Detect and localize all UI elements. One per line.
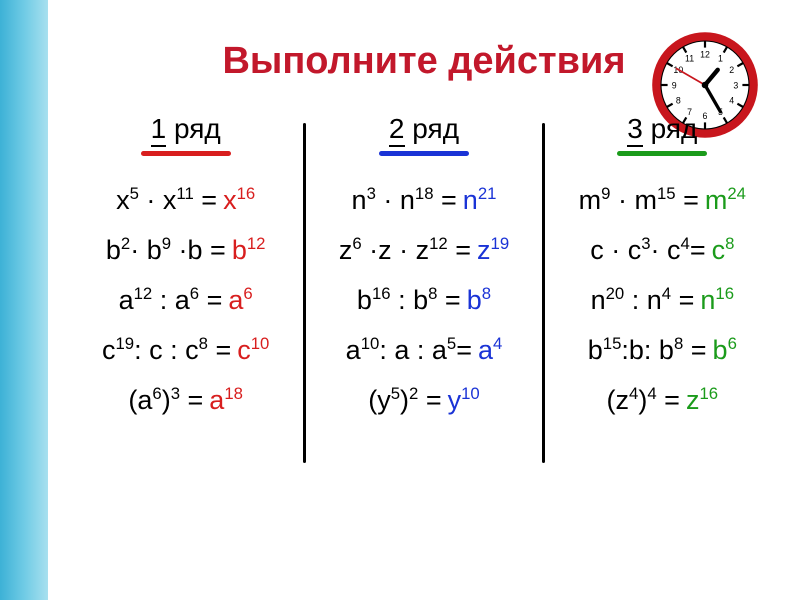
answer: b8 <box>467 284 491 316</box>
svg-text:8: 8 <box>676 96 681 106</box>
column-header: 2 ряд <box>316 113 531 145</box>
column-1: 1 ряд x5 · x11 =x16 b2· b9 ·b =b12 a12 : a6… <box>68 113 303 463</box>
answer: m24 <box>705 184 746 216</box>
expression: (y5)2 = <box>368 384 441 416</box>
expression: b15:b: b8 = <box>588 334 707 366</box>
side-stripe <box>0 0 48 600</box>
column-number: 3 <box>627 113 643 145</box>
answer: c10 <box>237 334 269 366</box>
column-number: 2 <box>389 113 405 145</box>
answer: c8 <box>712 234 735 266</box>
column-number: 1 <box>151 113 167 145</box>
column-underline <box>617 151 707 156</box>
exercise-row: a12 : a6 =a6 <box>78 284 293 316</box>
exercise-row: b16 : b8 =b8 <box>316 284 531 316</box>
svg-text:1: 1 <box>718 54 723 64</box>
exercise-row: x5 · x11 =x16 <box>78 184 293 216</box>
exercise-row: c19: c : c8 =c10 <box>78 334 293 366</box>
expression: m9 · m15 = <box>579 184 699 216</box>
exercise-row: z6 ·z · z12 =z19 <box>316 234 531 266</box>
expression: n3 · n18 = <box>352 184 457 216</box>
answer: y10 <box>448 384 480 416</box>
expression: (z4)4 = <box>607 384 680 416</box>
exercise-row: (a6)3 =a18 <box>78 384 293 416</box>
expression: c · c3· c4= <box>590 234 705 266</box>
exercise-row: m9 · m15 =m24 <box>555 184 770 216</box>
svg-text:3: 3 <box>733 80 738 90</box>
column-underline <box>379 151 469 156</box>
slide-content: Выполните действия 121234567891011 1 ряд… <box>48 0 800 600</box>
expression: b16 : b8 = <box>357 284 461 316</box>
expression: (a6)3 = <box>128 384 203 416</box>
column-header-word: ряд <box>651 113 698 144</box>
column-2: 2 ряд n3 · n18 =n21 z6 ·z · z12 =z19 b16 : … <box>306 113 541 463</box>
answer: a6 <box>228 284 252 316</box>
answer: x16 <box>223 184 255 216</box>
expression: c19: c : c8 = <box>102 334 231 366</box>
expression: z6 ·z · z12 = <box>339 234 471 266</box>
column-underline <box>141 151 231 156</box>
exercise-row: n3 · n18 =n21 <box>316 184 531 216</box>
answer: b12 <box>232 234 266 266</box>
column-header-word: ряд <box>412 113 459 144</box>
expression: n20 : n4 = <box>591 284 695 316</box>
svg-text:2: 2 <box>729 65 734 75</box>
exercise-columns: 1 ряд x5 · x11 =x16 b2· b9 ·b =b12 a12 : a6… <box>48 113 800 463</box>
svg-text:11: 11 <box>685 54 694 64</box>
expression: b2· b9 ·b = <box>106 234 226 266</box>
answer: a18 <box>209 384 243 416</box>
expression: a12 : a6 = <box>119 284 223 316</box>
column-3: 3 рядm9 · m15 =m24c · c3· c4=c8n20 : n4 … <box>545 113 780 463</box>
svg-text:9: 9 <box>672 80 677 90</box>
svg-text:12: 12 <box>700 50 710 60</box>
expression: x5 · x11 = <box>116 184 217 216</box>
answer: n21 <box>463 184 497 216</box>
answer: b6 <box>713 334 737 366</box>
svg-text:4: 4 <box>729 96 734 106</box>
exercise-row: c · c3· c4=c8 <box>555 234 770 266</box>
column-header: 3 ряд <box>555 113 770 145</box>
exercise-row: (z4)4 =z16 <box>555 384 770 416</box>
expression: a10: a : a5= <box>346 334 472 366</box>
answer: z19 <box>477 234 509 266</box>
column-header: 1 ряд <box>78 113 293 145</box>
exercise-row: n20 : n4 =n16 <box>555 284 770 316</box>
exercise-row: (y5)2 =y10 <box>316 384 531 416</box>
exercise-row: b2· b9 ·b =b12 <box>78 234 293 266</box>
column-header-word: ряд <box>174 113 221 144</box>
exercise-row: a10: a : a5=a4 <box>316 334 531 366</box>
answer: a4 <box>478 334 502 366</box>
answer: z16 <box>686 384 718 416</box>
exercise-row: b15:b: b8 =b6 <box>555 334 770 366</box>
answer: n16 <box>700 284 734 316</box>
